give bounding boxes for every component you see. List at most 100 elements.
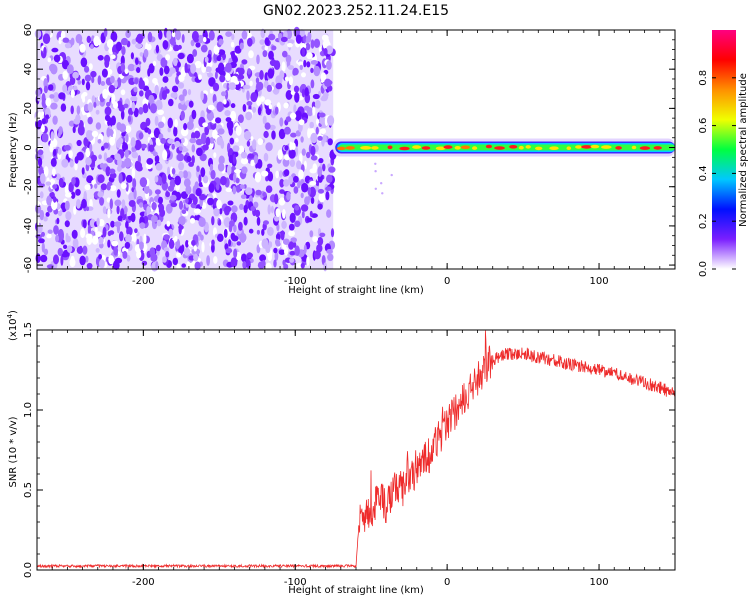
- spectrogram-noise-speck: [209, 137, 215, 144]
- spectrogram-noise-speck: [241, 166, 248, 174]
- spectrogram-noise-speck: [57, 147, 62, 155]
- spectrogram-noise-speck: [64, 220, 70, 228]
- spectrogram-noise-speck: [196, 147, 203, 157]
- spectrogram-noise-speck: [219, 74, 226, 83]
- spectrogram-noise-speck: [157, 121, 165, 129]
- spectrogram-noise-speck: [112, 101, 119, 109]
- spectrogram-noise-speck: [252, 106, 257, 113]
- spectrogram-noise-speck: [304, 87, 309, 97]
- spectrogram-y-tick-label: 20: [23, 102, 34, 115]
- spectrogram-noise-speck: [224, 89, 229, 100]
- spectrogram-noise-speck: [181, 137, 185, 144]
- spectrogram-noise-speck: [138, 202, 144, 208]
- spectrogram-noise-speck: [51, 199, 58, 211]
- spectrogram-noise-speck: [131, 151, 139, 159]
- spectrogram-noise-speck: [230, 41, 235, 48]
- spectrogram-noise-speck: [147, 31, 153, 43]
- spectrogram-noise-speck: [306, 151, 311, 159]
- snr-x-tick-label: 0: [444, 577, 450, 588]
- spectrogram-noise-speck: [90, 70, 97, 78]
- spectrogram-noise-speck: [306, 217, 313, 223]
- spectrogram-noise-speck: [89, 218, 96, 228]
- spectrogram-noise-speck: [218, 219, 222, 226]
- signal-band-peak: [581, 145, 593, 149]
- spectrogram-noise-speck: [104, 54, 111, 64]
- spectrogram-noise-speck: [265, 262, 272, 272]
- spectrogram-noise-speck: [87, 116, 93, 125]
- spectrogram-noise-speck: [283, 126, 291, 135]
- spectrogram-noise-speck: [311, 101, 316, 109]
- spectrogram-noise-speck: [87, 102, 94, 113]
- spectrogram-noise-speck: [225, 72, 231, 81]
- spectrogram-noise-speck: [256, 97, 262, 106]
- spectrogram-noise-speck: [111, 115, 116, 126]
- spectrogram-noise-speck: [226, 82, 230, 91]
- spectrogram-noise-speck: [157, 109, 164, 116]
- spectrogram-noise-speck: [320, 72, 327, 83]
- spectrogram-noise-speck: [116, 165, 122, 172]
- spectrogram-noise-speck: [171, 143, 175, 150]
- spectrogram-noise-speck: [70, 105, 74, 115]
- spectrogram-noise-speck: [185, 240, 189, 248]
- spectrogram-noise-speck: [84, 74, 92, 82]
- spectrogram-noise-speck: [288, 241, 294, 250]
- spectrogram-noise-speck: [68, 182, 74, 193]
- spectrogram-noise-speck: [148, 144, 155, 152]
- spectrogram-noise-speck: [124, 68, 129, 75]
- spectrogram-noise-speck: [254, 171, 262, 183]
- spectrogram-noise-speck: [312, 106, 316, 116]
- spectrogram-noise-speck: [330, 153, 335, 161]
- spectrogram-noise-speck: [264, 122, 271, 130]
- spectrogram-noise-speck: [208, 30, 215, 41]
- spectrogram-y-ticks: 60 40 20 0 -20 -40 -60: [23, 24, 675, 273]
- spectrogram-noise-speck: [183, 247, 191, 256]
- spectrogram-noise-speck: [322, 163, 326, 172]
- spectrogram-noise-speck: [178, 225, 184, 230]
- spectrogram-noise-speck: [253, 155, 259, 164]
- spectrogram-noise-speck: [315, 126, 319, 135]
- spectrogram-noise-speck: [115, 41, 122, 52]
- spectrogram-noise-speck: [301, 182, 309, 193]
- spectrogram-y-axis-label: Frequency (Hz): [8, 112, 19, 188]
- spectrogram-noise-speck: [289, 250, 296, 256]
- spectrogram-noise-speck: [274, 193, 279, 205]
- spectrogram-noise-speck: [218, 155, 225, 165]
- spectrogram-noise-speck: [282, 238, 290, 245]
- spectrogram-noise-speck: [134, 228, 138, 234]
- spectrogram-noise-speck: [155, 44, 160, 54]
- spectrogram-noise-speck: [193, 245, 197, 252]
- spectrogram-noise-speck: [152, 151, 158, 157]
- spectrogram-noise-speck: [290, 90, 296, 96]
- snr-y-axis-label: SNR (10 * v/v): [8, 416, 19, 487]
- spectrogram-noise-speck: [189, 137, 197, 144]
- spectrogram-noise-speck: [257, 261, 265, 270]
- spectrogram-noise-speck: [56, 217, 60, 225]
- spectrogram-noise-speck: [171, 168, 176, 175]
- spectrogram-noise-speck: [326, 249, 333, 254]
- spectrogram-noise-speck: [46, 195, 53, 206]
- spectrogram-noise-speck: [53, 254, 59, 265]
- spectrogram-noise-speck: [241, 30, 248, 40]
- spectrogram-noise-speck: [237, 74, 245, 80]
- spectrogram-noise-speck: [120, 89, 126, 96]
- spectrogram-noise-speck: [105, 166, 111, 177]
- spectrogram-noise-speck: [203, 225, 209, 231]
- spectrogram-noise-speck: [289, 159, 296, 168]
- spectrogram-noise-speck: [119, 231, 124, 242]
- spectrogram-noise-speck: [43, 216, 48, 222]
- spectrogram-noise-speck: [202, 36, 207, 43]
- spectrogram-noise-speck: [233, 224, 237, 233]
- spectrogram-noise-speck: [176, 252, 182, 258]
- spectrogram-noise-speck: [306, 52, 313, 60]
- spectrogram-noise-speck: [243, 216, 248, 226]
- spectrogram-noise-speck: [62, 70, 68, 80]
- spectrogram-noise-speck: [62, 84, 68, 93]
- signal-band-peak: [575, 145, 583, 149]
- spectrogram-noise-speck: [321, 95, 329, 100]
- spectrogram-noise-speck: [212, 129, 218, 139]
- spectrogram-noise-speck: [293, 175, 299, 183]
- spectrogram-noise-speck: [149, 132, 155, 138]
- spectrogram-noise-speck: [249, 258, 254, 264]
- spectrogram-noise-speck: [317, 203, 323, 210]
- spectrogram-noise-speck: [267, 226, 274, 236]
